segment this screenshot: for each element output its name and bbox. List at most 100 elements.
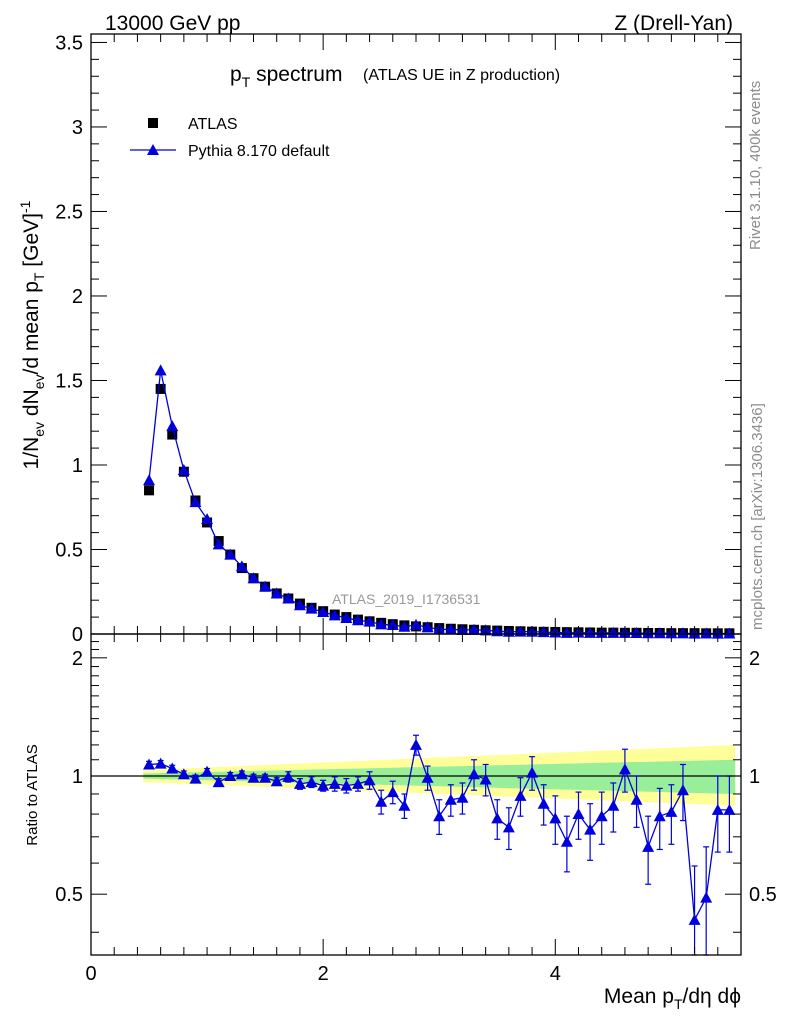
ratio-point-pythia: [584, 823, 597, 835]
ratio-point-pythia: [154, 757, 167, 769]
ratio-point-pythia: [351, 777, 364, 789]
ratio-point-pythia: [653, 810, 666, 822]
legend-marker-atlas: [148, 118, 158, 128]
ratio-point-pythia: [177, 768, 190, 780]
data-point-pythia: [386, 619, 399, 631]
ratio-point-pythia: [340, 779, 353, 791]
legend: ATLAS Pythia 8.170 default: [130, 116, 330, 160]
header-left: 13000 GeV pp: [105, 12, 240, 35]
data-point-pythia: [410, 618, 422, 630]
data-point-pythia: [317, 606, 330, 618]
main-y-tick-label: 2: [72, 286, 83, 308]
main-y-tick-label: 2.5: [55, 201, 83, 223]
y-axis-label: 1/Nev dNev/d mean pT [GeV]-1: [17, 200, 47, 469]
ratio-point-pythia: [537, 797, 550, 809]
x-tick-label: 4: [550, 963, 561, 985]
main-title: pT spectrum: [230, 63, 342, 90]
ratio-y-tick-label-right: 2: [749, 648, 760, 670]
ratio-point-pythia: [317, 779, 330, 791]
ticks: 00.511.522.533.50.5 0.51 12 20 2 4: [55, 32, 777, 985]
frames: [90, 33, 742, 956]
data-point-pythia: [166, 420, 179, 432]
data-point-pythia: [351, 614, 364, 626]
ratio-y-tick-label: 0.5: [55, 884, 83, 906]
ratio-point-pythia: [479, 773, 492, 785]
ratio-point-pythia: [723, 803, 736, 815]
ratio-y-tick-label: 2: [72, 648, 83, 670]
data-point-pythia: [201, 513, 214, 525]
main-y-tick-label: 1.5: [55, 370, 83, 392]
ratio-point-pythia: [270, 775, 283, 787]
ratio-point-pythia: [398, 799, 411, 811]
data-point-pythia: [212, 538, 225, 550]
ratio-y-tick-label: 1: [72, 766, 83, 788]
data-point-pythia: [584, 626, 597, 638]
ratio-point-pythia: [212, 776, 225, 788]
data-point-pythia: [700, 627, 713, 639]
data-point-pythia: [560, 626, 573, 638]
ratio-band-inner: [143, 759, 736, 794]
ratio-y-axis-label: Ratio to ATLAS: [24, 744, 41, 845]
data-point-pythia: [154, 364, 167, 376]
ratio-point-pythia: [444, 793, 457, 805]
ratio-point-pythia: [549, 812, 562, 824]
ratio-point-pythia: [375, 795, 388, 807]
x-tick-label: 2: [318, 963, 329, 985]
ratio-point-pythia: [433, 810, 446, 822]
main-y-tick-label: 3.5: [55, 32, 83, 54]
main-y-tick-label: 0: [72, 624, 83, 646]
ratio-point-pythia: [514, 789, 527, 801]
data-point-pythia: [247, 572, 260, 584]
ratio-point-pythia: [491, 812, 504, 824]
ratio-point-pythia: [421, 771, 434, 783]
data-point-pythia: [235, 560, 248, 572]
data-point-pythia: [398, 620, 411, 632]
data-point-pythia: [189, 496, 202, 508]
ratio-point-pythia: [189, 772, 202, 784]
data-point-pythia: [630, 626, 643, 638]
data-point-pythia: [282, 592, 295, 604]
data-point-pythia: [676, 627, 689, 639]
ratio-point-pythia: [386, 786, 399, 798]
legend-label-pythia: Pythia 8.170 default: [188, 143, 330, 160]
data-point-pythia: [177, 464, 190, 476]
watermark: ATLAS_2019_I1736531: [332, 591, 481, 607]
ratio-point-pythia: [201, 765, 214, 777]
ratio-point-pythia: [618, 763, 631, 775]
data-point-pythia: [259, 580, 272, 592]
ratio-point-pythia: [572, 808, 585, 820]
data-point-pythia: [270, 587, 283, 599]
header-right: Z (Drell-Yan): [614, 12, 733, 35]
series-ratio-pythia: [143, 734, 736, 956]
x-tick-label: 0: [85, 963, 96, 985]
ratio-point-pythia: [711, 803, 724, 815]
series-layer: [143, 364, 736, 956]
main-y-tick-label: 0.5: [55, 539, 83, 561]
data-point-pythia: [293, 599, 306, 611]
data-point-pythia: [375, 618, 388, 630]
ratio-point-pythia: [293, 777, 306, 789]
ratio-point-pythia: [410, 738, 422, 750]
ratio-point-pythia: [595, 810, 608, 822]
data-point-pythia: [305, 602, 318, 614]
ratio-point-pythia: [247, 771, 260, 783]
ratio-point-pythia: [259, 771, 272, 783]
legend-label-atlas: ATLAS: [188, 116, 238, 133]
ratio-point-pythia: [328, 777, 341, 789]
data-point-pythia: [328, 609, 341, 621]
ratio-y-tick-label-right: 1: [749, 766, 760, 788]
ratio-point-pythia: [143, 758, 156, 770]
ratio-point-pythia: [235, 768, 248, 780]
data-point-atlas: [144, 485, 155, 496]
data-point-pythia: [468, 623, 481, 635]
rivet-label: Rivet 3.1.10, 400k events: [747, 81, 764, 250]
data-point-pythia: [653, 627, 666, 639]
ratio-point-pythia: [468, 768, 481, 780]
data-point-pythia: [224, 548, 237, 560]
data-point-pythia: [363, 615, 376, 627]
main-y-tick-label: 3: [72, 117, 83, 139]
data-point-atlas: [155, 383, 166, 394]
ratio-bands: [143, 744, 736, 806]
ratio-point-pythia: [166, 762, 179, 774]
